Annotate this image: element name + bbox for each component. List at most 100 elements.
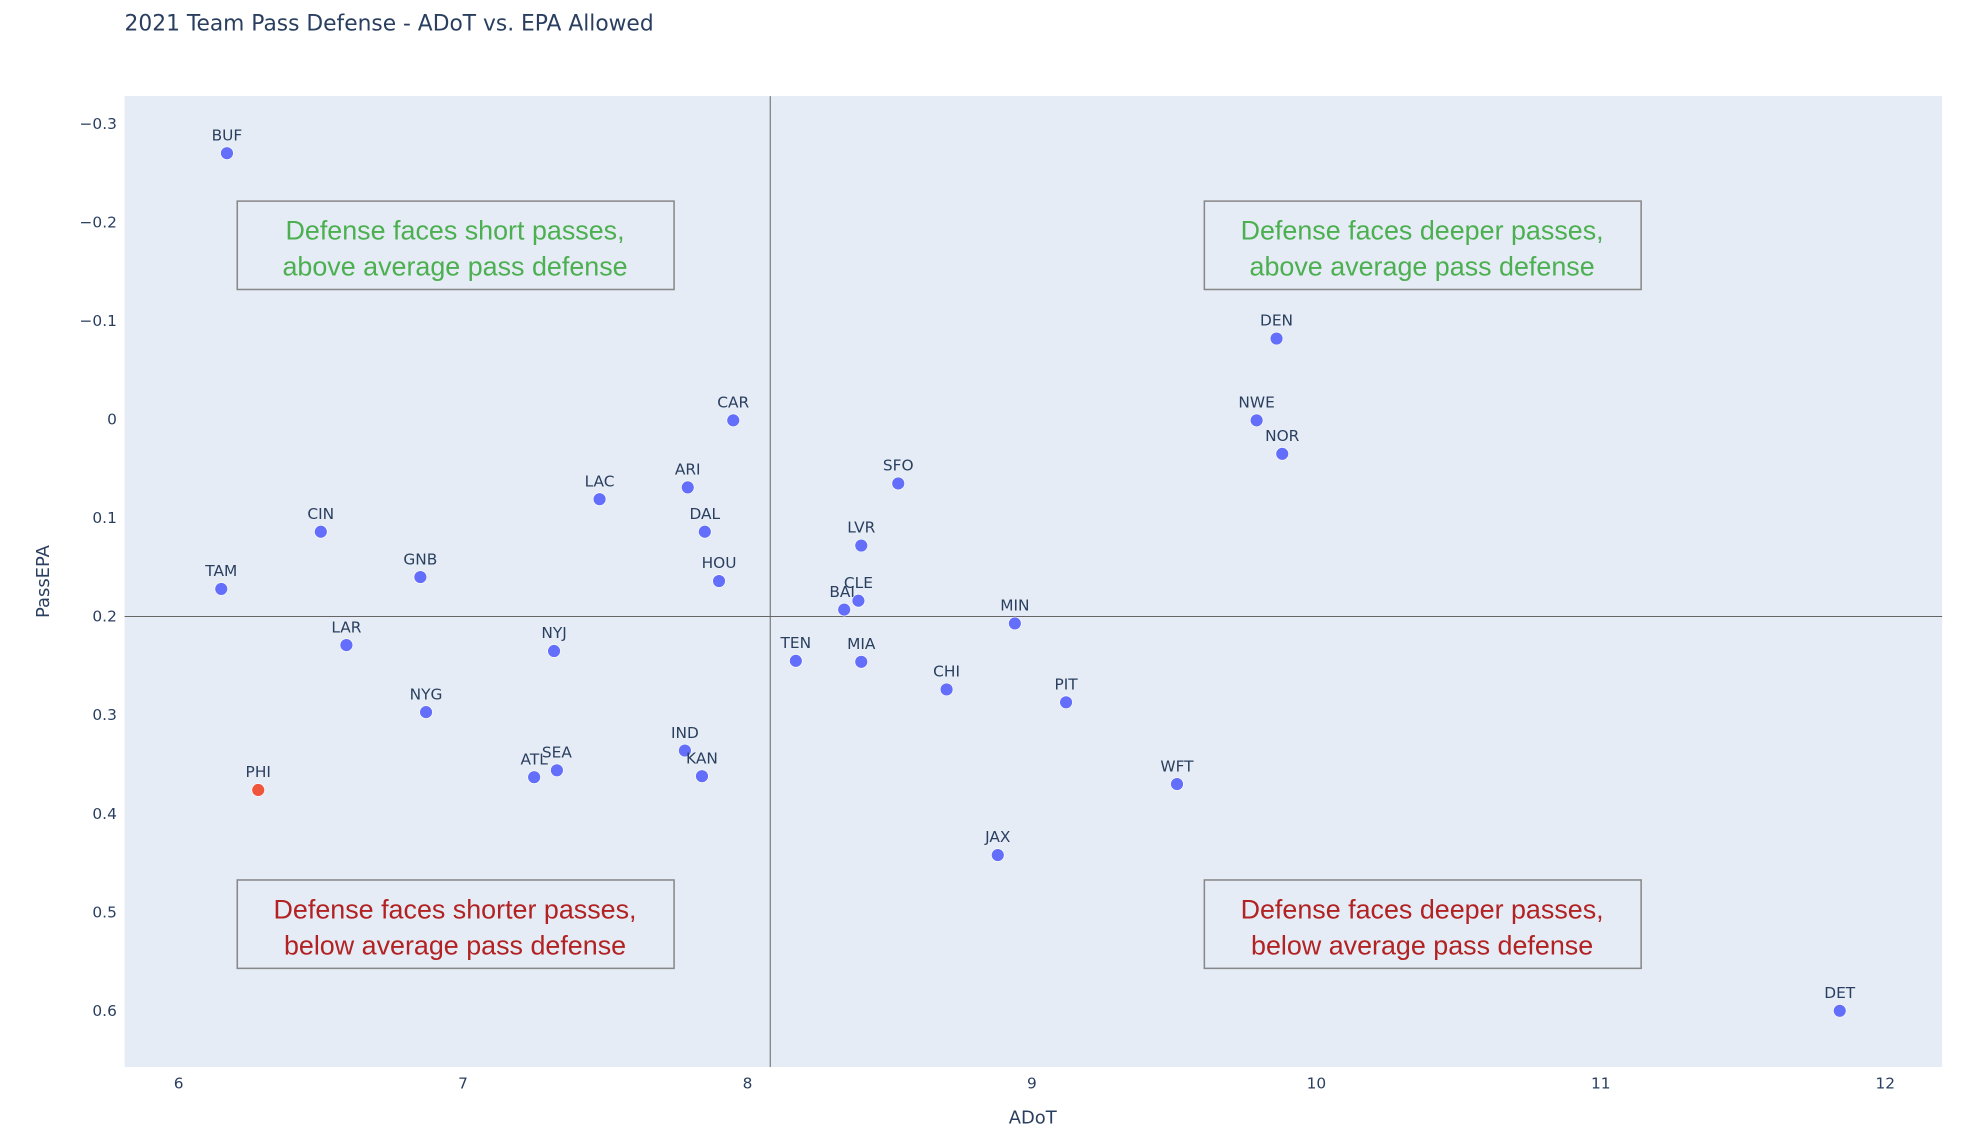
team-point-pit[interactable]: PIT — [1054, 675, 1078, 710]
y-tick-label: −0.3 — [80, 115, 117, 133]
team-point-dal[interactable]: DAL — [690, 505, 721, 539]
data-point[interactable] — [1269, 331, 1284, 346]
y-tick-label: 0.6 — [92, 1002, 116, 1020]
plot-area[interactable] — [124, 96, 1943, 1067]
x-tick-label: 7 — [458, 1075, 468, 1093]
data-point[interactable] — [1249, 413, 1264, 428]
data-point[interactable] — [891, 476, 905, 491]
team-point-mia[interactable]: MIA — [847, 635, 876, 669]
team-point-min[interactable]: MIN — [1000, 597, 1030, 631]
annotation-line-2: above average pass defense — [1250, 251, 1595, 281]
data-point[interactable] — [712, 574, 726, 588]
data-point[interactable] — [837, 602, 851, 617]
point-label: DEN — [1260, 312, 1293, 330]
annotation-bottom-left: Defense faces shorter passes, below avera… — [236, 879, 675, 970]
team-point-bal[interactable]: BAL — [829, 583, 859, 617]
data-point[interactable] — [1059, 695, 1073, 710]
point-label: GNB — [403, 550, 437, 568]
annotation-line-2: above average pass defense — [282, 251, 627, 281]
chart-title: 2021 Team Pass Defense - ADoT vs. EPA Al… — [125, 12, 654, 37]
data-point[interactable] — [220, 146, 234, 160]
point-label: LAR — [331, 618, 361, 636]
data-point[interactable] — [939, 682, 954, 697]
annotation-line-1: Defense faces shorter passes, — [274, 894, 637, 924]
data-point[interactable] — [527, 770, 541, 784]
team-point-ind[interactable]: IND — [671, 724, 699, 758]
team-point-sea[interactable]: SEA — [542, 743, 572, 778]
point-label: MIN — [1000, 597, 1029, 615]
team-point-lvr[interactable]: LVR — [847, 519, 876, 553]
team-point-atl[interactable]: ATL — [521, 750, 549, 784]
team-point-nor[interactable]: NOR — [1265, 427, 1300, 461]
point-label: NYJ — [541, 624, 566, 642]
data-point[interactable] — [681, 480, 695, 495]
data-point[interactable] — [547, 644, 561, 658]
point-label: HOU — [702, 554, 737, 572]
x-tick-label: 11 — [1591, 1075, 1611, 1093]
point-label: CLE — [844, 574, 873, 592]
team-point-hou[interactable]: HOU — [702, 554, 737, 588]
team-point-det[interactable]: DET — [1824, 984, 1856, 1018]
point-label: PIT — [1054, 675, 1078, 693]
team-point-wft[interactable]: WFT — [1160, 757, 1194, 791]
team-point-kan[interactable]: KAN — [686, 749, 718, 783]
team-point-ten[interactable]: TEN — [780, 634, 812, 668]
team-point-chi[interactable]: CHI — [933, 663, 960, 697]
data-point[interactable] — [419, 705, 433, 719]
team-point-tam[interactable]: TAM — [204, 562, 237, 596]
point-label: DET — [1824, 984, 1856, 1002]
data-point[interactable] — [854, 655, 868, 669]
team-point-buf[interactable]: BUF — [212, 126, 243, 160]
data-point[interactable] — [314, 525, 328, 539]
data-point[interactable] — [550, 763, 564, 778]
point-label: KAN — [686, 749, 718, 767]
data-point[interactable] — [1170, 777, 1184, 791]
team-point-gnb[interactable]: GNB — [403, 550, 437, 584]
data-point[interactable] — [214, 582, 228, 596]
team-point-nyj[interactable]: NYJ — [541, 624, 567, 658]
annotation-top-right: Defense faces deeper passes, above averag… — [1203, 200, 1642, 291]
data-point[interactable] — [726, 413, 740, 428]
team-point-cin[interactable]: CIN — [307, 505, 334, 539]
team-point-nyg[interactable]: NYG — [410, 685, 443, 719]
point-label: ATL — [521, 750, 549, 768]
data-point[interactable] — [789, 654, 803, 668]
team-point-car[interactable]: CAR — [717, 394, 750, 428]
data-point[interactable] — [854, 538, 868, 553]
team-point-ari[interactable]: ARI — [675, 461, 701, 495]
data-point[interactable] — [413, 570, 428, 584]
annotation-line-2: below average pass defense — [1251, 930, 1593, 960]
data-point[interactable] — [698, 525, 712, 539]
annotation-line-1: Defense faces short passes, — [285, 216, 624, 246]
data-point[interactable] — [251, 783, 265, 797]
data-point[interactable] — [851, 594, 866, 608]
team-point-phi[interactable]: PHI — [246, 763, 271, 797]
point-label: NWE — [1238, 394, 1274, 412]
data-point[interactable] — [695, 769, 709, 783]
y-tick-label: 0.3 — [92, 706, 116, 724]
point-label: LAC — [585, 472, 615, 490]
team-point-lar[interactable]: LAR — [331, 618, 362, 652]
annotation-line-2: below average pass defense — [284, 930, 626, 960]
data-point[interactable] — [678, 743, 692, 758]
point-label: WFT — [1160, 757, 1194, 775]
data-point[interactable] — [339, 638, 354, 652]
point-label: MIA — [847, 635, 876, 653]
team-point-cle[interactable]: CLE — [844, 574, 873, 608]
point-label: IND — [671, 724, 699, 742]
data-point[interactable] — [991, 848, 1005, 862]
point-label: SFO — [883, 457, 914, 475]
data-point[interactable] — [592, 492, 607, 506]
team-point-jax[interactable]: JAX — [984, 828, 1011, 862]
team-point-sfo[interactable]: SFO — [883, 457, 914, 491]
data-point[interactable] — [1275, 447, 1289, 461]
team-point-lac[interactable]: LAC — [585, 472, 615, 506]
team-point-nwe[interactable]: NWE — [1238, 394, 1275, 428]
team-point-den[interactable]: DEN — [1260, 312, 1293, 346]
data-point[interactable] — [1833, 1004, 1847, 1018]
annotation-bottom-right: Defense faces deeper passes, below averag… — [1203, 879, 1642, 970]
point-label: LVR — [847, 519, 875, 537]
point-label: SEA — [542, 743, 572, 761]
data-point[interactable] — [1008, 616, 1022, 631]
